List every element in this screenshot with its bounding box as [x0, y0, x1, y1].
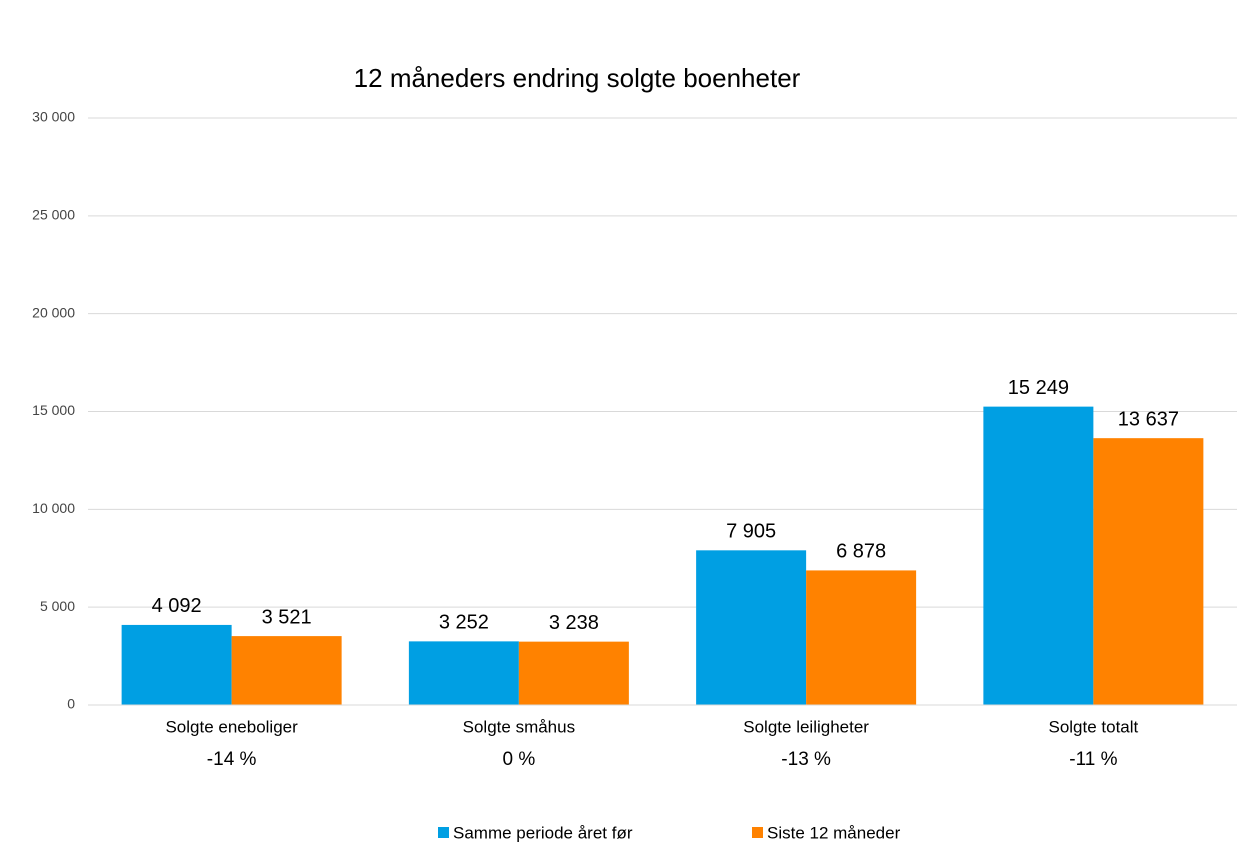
- bar: [983, 406, 1094, 705]
- value-label: 4 092: [152, 595, 202, 617]
- annotation: -11 %: [1069, 749, 1117, 770]
- legend-swatch: [438, 827, 449, 838]
- value-label: 6 878: [836, 541, 886, 563]
- x-tick-label: Solgte eneboliger: [165, 717, 298, 736]
- bar: [806, 570, 917, 705]
- annotation: -13 %: [781, 749, 831, 770]
- value-label: 15 249: [1008, 377, 1069, 399]
- value-label: 13 637: [1118, 408, 1179, 430]
- y-tick-label: 20 000: [32, 304, 75, 320]
- x-tick-label: Solgte leiligheter: [743, 717, 869, 736]
- y-tick-label: 5 000: [40, 598, 75, 614]
- chart-title: 12 måneders endring solgte boenheter: [354, 63, 801, 93]
- value-label: 3 521: [262, 606, 312, 628]
- bar: [1093, 438, 1204, 705]
- legend-swatch: [752, 827, 763, 838]
- value-label: 3 252: [439, 612, 489, 634]
- bar: [121, 624, 232, 705]
- annotation: 0 %: [503, 749, 536, 770]
- y-tick-label: 30 000: [32, 109, 75, 125]
- x-tick-label: Solgte totalt: [1048, 717, 1138, 736]
- bar: [696, 550, 807, 705]
- value-label: 3 238: [549, 612, 599, 634]
- legend-label: Samme periode året før: [453, 823, 633, 842]
- y-tick-label: 15 000: [32, 402, 75, 418]
- annotation: -14 %: [207, 749, 257, 770]
- value-label: 7 905: [726, 521, 776, 543]
- bar: [408, 641, 519, 705]
- legend-label: Siste 12 måneder: [767, 823, 901, 842]
- y-tick-label: 10 000: [32, 500, 75, 516]
- y-tick-label: 25 000: [32, 207, 75, 223]
- bar: [518, 641, 629, 705]
- x-tick-label: Solgte småhus: [463, 717, 575, 736]
- y-tick-label: 0: [67, 696, 75, 712]
- bar: [231, 636, 342, 705]
